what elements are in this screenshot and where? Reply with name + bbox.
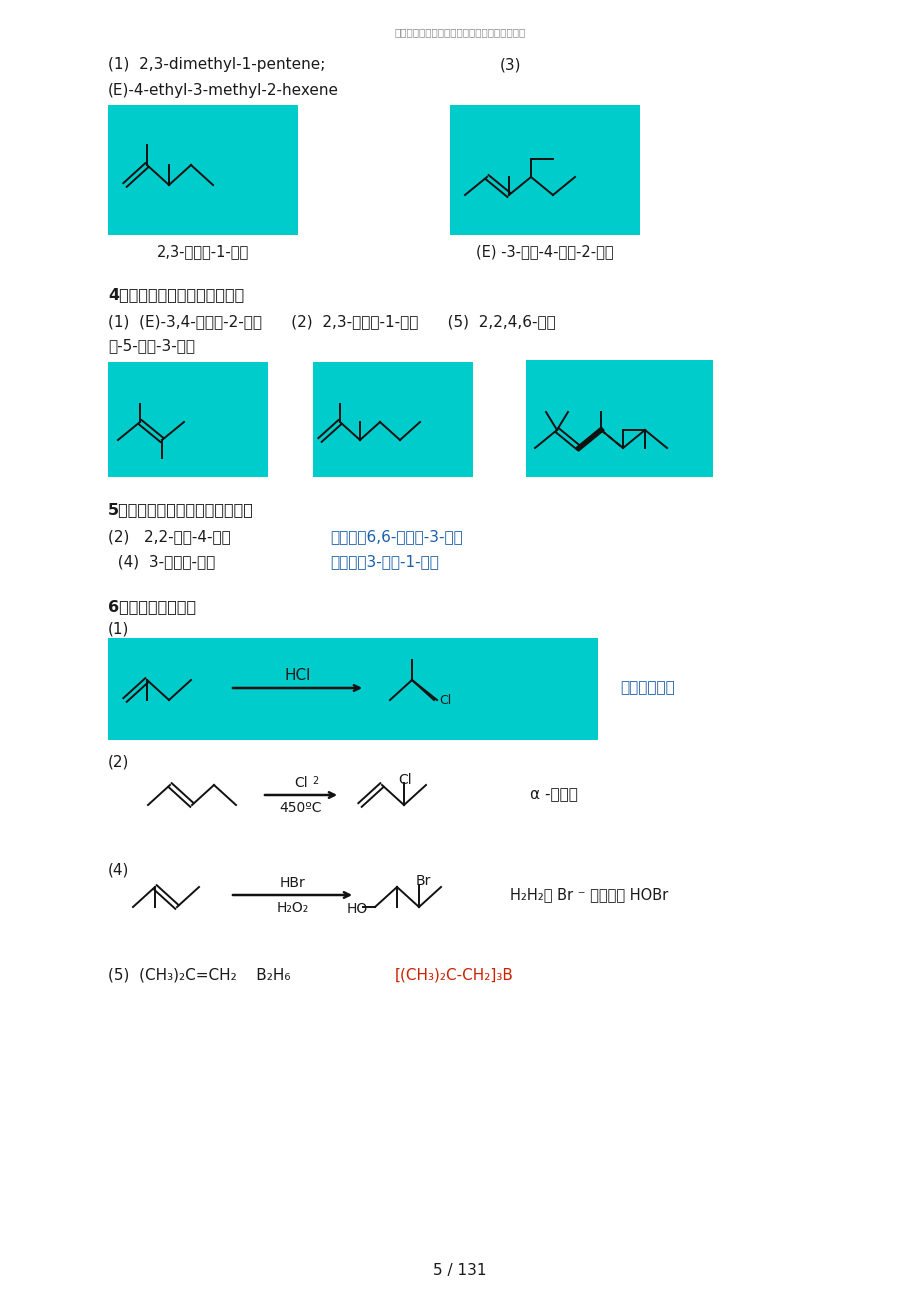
Text: (2)   2,2-甲基-4-庚烯: (2) 2,2-甲基-4-庚烯 (108, 530, 231, 544)
Text: (1): (1) (108, 621, 130, 637)
Text: (3): (3) (499, 57, 521, 73)
Text: HCl: HCl (284, 668, 311, 682)
Text: 450ºC: 450ºC (279, 801, 322, 815)
Text: Cl: Cl (438, 694, 450, 707)
Text: α -氮取代: α -氮取代 (529, 788, 577, 802)
Text: 5 / 131: 5 / 131 (433, 1263, 486, 1277)
Text: 应改为：6,6-二甲基-3-庚烯: 应改为：6,6-二甲基-3-庚烯 (330, 530, 462, 544)
FancyBboxPatch shape (108, 105, 298, 234)
Text: H₂O₂: H₂O₂ (277, 901, 309, 915)
Text: (4): (4) (108, 862, 130, 878)
FancyBboxPatch shape (449, 105, 640, 234)
Text: HBr: HBr (279, 876, 305, 891)
FancyBboxPatch shape (312, 362, 472, 477)
Text: 马氏方向加成: 马氏方向加成 (619, 681, 674, 695)
Text: 2,3-二甲基-1-戚烯: 2,3-二甲基-1-戚烯 (157, 245, 249, 259)
Text: Br: Br (415, 874, 431, 888)
FancyBboxPatch shape (108, 362, 267, 477)
Text: (5)  (CH₃)₂C=CH₂    B₂H₆: (5) (CH₃)₂C=CH₂ B₂H₆ (108, 967, 290, 983)
Text: HO: HO (346, 902, 368, 917)
Text: Cl: Cl (398, 773, 411, 786)
Text: (1)  (E)-3,4-二甲基-2-戚烯      (2)  2,3-二甲基-1-己烯      (5)  2,2,4,6-四甲: (1) (E)-3,4-二甲基-2-戚烯 (2) 2,3-二甲基-1-己烯 (5… (108, 315, 555, 329)
Text: 2: 2 (312, 776, 318, 786)
FancyBboxPatch shape (526, 359, 712, 477)
Text: (E)-4-ethyl-3-methyl-2-hexene: (E)-4-ethyl-3-methyl-2-hexene (108, 82, 338, 98)
Text: 应改为：3-乙基-1-戚烯: 应改为：3-乙基-1-戚烯 (330, 555, 438, 569)
Text: 如果您需要使用本文档，请点击下载按鈕下载！: 如果您需要使用本文档，请点击下载按鈕下载！ (394, 27, 525, 36)
Text: H₂H₂将 Br ⁻ 氧化成了 HOBr: H₂H₂将 Br ⁻ 氧化成了 HOBr (509, 888, 667, 902)
Text: 6、完成下列反应式: 6、完成下列反应式 (108, 599, 196, 615)
Text: 基-5-乙基-3-庚烯: 基-5-乙基-3-庚烯 (108, 339, 195, 354)
Text: (2): (2) (108, 754, 130, 769)
Text: (1)  2,3-dimethyl-1-pentene;: (1) 2,3-dimethyl-1-pentene; (108, 57, 325, 73)
FancyBboxPatch shape (108, 638, 597, 740)
Text: [(CH₃)₂C-CH₂]₃B: [(CH₃)₂C-CH₂]₃B (394, 967, 514, 983)
Text: Cl: Cl (294, 776, 308, 790)
Text: (E) -3-甲基-4-乙基-2-己烯: (E) -3-甲基-4-乙基-2-己烯 (476, 245, 613, 259)
Text: 5、对下列错误的命名给予更正：: 5、对下列错误的命名给予更正： (108, 503, 254, 517)
Text: 4、写出下列化合物的构造式。: 4、写出下列化合物的构造式。 (108, 288, 244, 302)
Text: (4)  3-乙烯基-戚烷: (4) 3-乙烯基-戚烷 (108, 555, 215, 569)
